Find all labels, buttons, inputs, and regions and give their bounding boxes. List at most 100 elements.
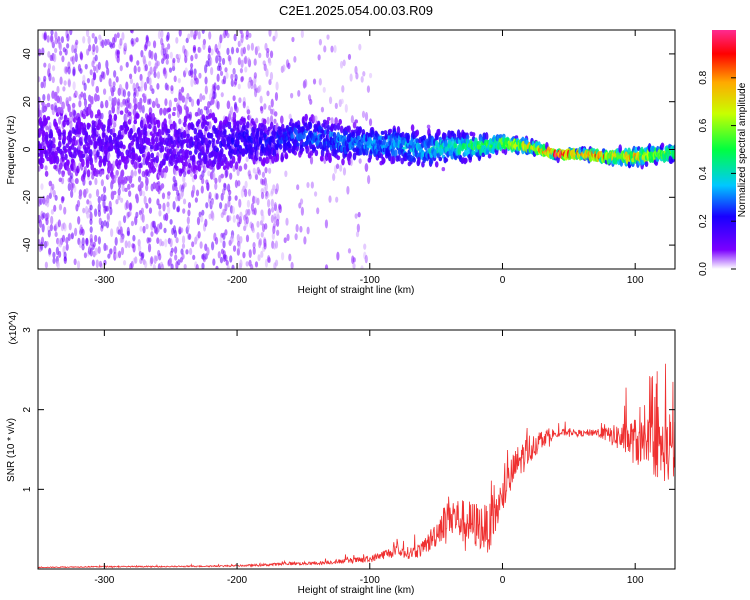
spectrogram-cell	[41, 101, 45, 106]
spectrogram-cell	[130, 220, 135, 227]
spectrogram-cell	[183, 182, 187, 188]
spectrogram-cell	[115, 169, 119, 179]
spectrogram-cell	[436, 128, 440, 136]
spectrogram-cell	[129, 133, 133, 141]
spectrogram-cell	[97, 209, 102, 218]
spectrogram-x-tick-label: -100	[360, 275, 380, 286]
spectrogram-cell	[172, 106, 177, 112]
spectrogram-cell	[204, 218, 208, 228]
spectrogram-cell	[39, 163, 44, 170]
spectrogram-cell	[239, 67, 244, 74]
spectrogram-cell	[245, 261, 249, 267]
spectrogram-cell	[122, 260, 127, 266]
spectrogram-cell	[60, 150, 65, 160]
spectrogram-cell	[485, 150, 490, 155]
spectrogram-x-tick-label: -200	[227, 275, 247, 286]
spectrogram-cell	[306, 181, 310, 189]
spectrogram-cell	[360, 265, 364, 269]
spectrogram-cell	[347, 53, 352, 60]
spectrogram-cell	[150, 256, 154, 265]
spectrogram-cell	[186, 169, 191, 175]
spectrogram-cell	[406, 134, 410, 144]
spectrogram-cell	[136, 113, 140, 119]
spectrogram-cell	[177, 192, 181, 202]
spectrogram-cell	[235, 214, 240, 220]
spectrogram-cell	[274, 30, 278, 39]
spectrogram-cell	[332, 173, 336, 182]
spectrogram-cell	[273, 216, 277, 223]
spectrogram-cell	[309, 98, 313, 105]
spectrogram-cell	[189, 62, 194, 69]
spectrogram-cell	[204, 137, 209, 146]
spectrogram-cell	[253, 207, 257, 216]
spectrogram-cell	[45, 240, 49, 247]
spectrogram-cell	[288, 253, 292, 262]
spectrogram-cell	[53, 204, 57, 212]
spectrogram-cell	[91, 32, 95, 39]
spectrogram-cell	[242, 46, 246, 55]
spectrogram-cell	[320, 106, 325, 113]
spectrogram-cell	[266, 192, 270, 198]
spectrogram-cell	[159, 222, 163, 230]
spectrogram-cell	[164, 69, 168, 79]
spectrogram-cell	[336, 251, 340, 261]
spectrogram-cell	[273, 118, 277, 124]
spectrogram-cell	[618, 144, 622, 154]
spectrogram-cell	[170, 161, 174, 167]
spectrogram-cell	[160, 145, 165, 153]
spectrogram-cell	[44, 170, 49, 177]
spectrogram-cell	[268, 104, 272, 111]
spectrogram-cell	[128, 73, 133, 80]
spectrogram-cell	[281, 252, 285, 261]
spectrogram-cell	[261, 213, 265, 223]
spectrogram-cell	[237, 153, 242, 162]
spectrogram-cell	[97, 195, 101, 204]
spectrogram-cell	[165, 34, 170, 42]
spectrogram-cell	[306, 226, 310, 235]
spectrogram-cell	[105, 205, 110, 212]
spectrogram-cell	[187, 158, 191, 165]
spectrogram-cell	[222, 75, 227, 85]
spectrogram-cell	[237, 83, 241, 90]
spectrogram-cell	[193, 160, 197, 167]
spectrogram-cell	[142, 225, 146, 234]
spectrogram-cell	[201, 146, 205, 155]
spectrogram-cell	[42, 93, 46, 102]
spectrogram-cell	[137, 175, 142, 183]
spectrogram-cell	[184, 67, 188, 74]
spectrogram-cell	[349, 73, 353, 82]
spectrogram-cell	[198, 72, 202, 79]
spectrogram-cell	[342, 167, 347, 176]
spectrogram-cell	[190, 78, 194, 88]
spectrogram-cell	[137, 155, 142, 162]
spectrogram-cell	[73, 110, 77, 118]
spectrogram-cell	[52, 137, 56, 145]
spectrogram-cell	[148, 237, 152, 243]
spectrogram-cell	[72, 81, 76, 91]
spectrogram-cell	[67, 167, 72, 176]
spectrogram-cell	[102, 88, 107, 95]
spectrogram-cell	[391, 149, 396, 158]
spectrogram-cell	[100, 138, 105, 146]
spectrogram-cell	[169, 51, 173, 59]
spectrogram-cell	[161, 192, 166, 200]
spectrogram-cell	[82, 170, 86, 178]
spectrogram-cell	[224, 229, 228, 236]
spectrogram-cell	[269, 129, 273, 137]
spectrogram-cell	[247, 80, 251, 89]
spectrogram-cell	[134, 256, 138, 264]
spectrogram-cell	[142, 95, 147, 104]
spectrogram-cell	[63, 223, 67, 232]
spectrogram-cell	[148, 141, 152, 147]
spectrogram-cell	[339, 125, 344, 134]
spectrogram-cell	[230, 73, 234, 80]
spectrogram-cell	[287, 62, 291, 70]
spectrogram-cell	[54, 38, 58, 45]
spectrogram-cell	[250, 264, 254, 269]
spectrogram-cell	[104, 38, 108, 47]
spectrogram-cell	[99, 159, 103, 164]
spectrogram-cell	[410, 124, 415, 132]
spectrogram-cell	[139, 162, 144, 169]
spectrogram-cell	[95, 85, 100, 94]
spectrogram-cell	[156, 151, 160, 159]
